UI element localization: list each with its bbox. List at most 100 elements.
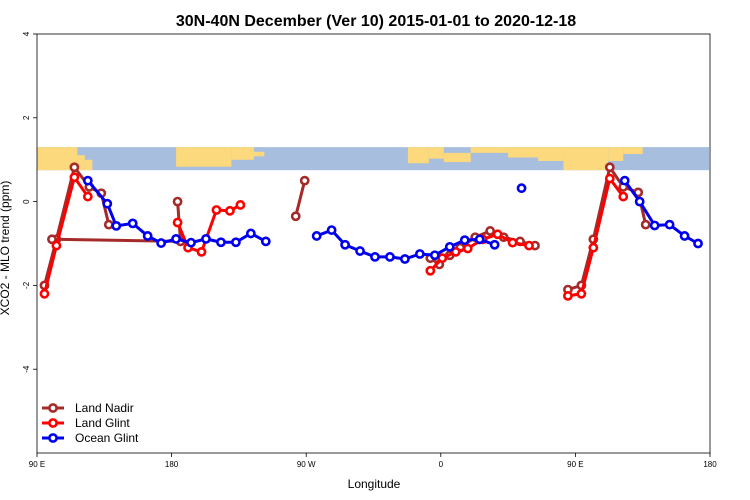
map-land-14 xyxy=(623,147,643,155)
series-layer xyxy=(39,162,703,301)
data-point-1-3-2 xyxy=(588,242,599,253)
map-land-2 xyxy=(84,159,93,171)
chart-title: 30N-40N December (Ver 10) 2015-01-01 to … xyxy=(176,13,576,30)
data-point-1-1-0 xyxy=(172,217,183,228)
legend-label-1: Land Glint xyxy=(75,416,130,430)
data-point-2-1-11 xyxy=(474,234,485,245)
y-axis: -4 -2 0 2 4 xyxy=(22,31,37,373)
x-axis: 90 E 180 90 W 0 90 E 180 xyxy=(29,453,717,469)
data-point-2-0-3 xyxy=(127,218,138,229)
data-point-2-1-0 xyxy=(311,231,322,241)
series-land-nadir xyxy=(39,162,651,295)
data-point-1-2-3 xyxy=(462,243,473,254)
x-axis-label: Longitude xyxy=(348,477,401,491)
data-point-0-4-3 xyxy=(604,162,615,173)
data-point-1-0-0 xyxy=(39,288,50,299)
data-point-2-1-12 xyxy=(489,239,500,250)
data-point-2-0-1 xyxy=(102,198,113,209)
data-point-2-3-3 xyxy=(664,219,675,230)
series-line-1-0 xyxy=(43,175,90,295)
data-point-0-4-6 xyxy=(640,219,651,230)
map-land-10 xyxy=(508,147,539,158)
map-land-1 xyxy=(77,155,85,171)
data-point-2-0-5 xyxy=(156,238,167,248)
x-tick-label-3: 0 xyxy=(439,460,444,469)
y-tick-label-4: 4 xyxy=(22,31,31,36)
data-point-2-0-7 xyxy=(186,237,196,248)
data-point-1-2-7 xyxy=(524,240,534,251)
data-point-2-0-9 xyxy=(216,237,226,248)
map-land-13 xyxy=(608,147,624,161)
y-tick-label-3: 2 xyxy=(22,115,31,120)
data-point-1-2-5 xyxy=(492,229,503,240)
y-axis-label: XCO2 - MLO trend (ppm) xyxy=(0,181,12,316)
data-point-2-1-1 xyxy=(326,225,337,235)
data-point-1-1-3 xyxy=(211,205,222,215)
data-point-1-1-2 xyxy=(196,246,207,257)
data-point-2-1-8 xyxy=(429,250,440,261)
map-land-8 xyxy=(443,152,471,163)
map-land-6 xyxy=(407,147,429,164)
y-tick-label-2: 0 xyxy=(22,199,31,204)
data-point-2-1-6 xyxy=(400,254,410,264)
data-point-2-3-4 xyxy=(679,231,690,241)
data-point-1-1-4 xyxy=(225,205,235,216)
data-point-2-1-10 xyxy=(459,235,470,246)
data-point-2-3-0 xyxy=(619,175,630,186)
data-point-2-0-10 xyxy=(231,237,241,248)
data-point-0-1-0 xyxy=(172,196,183,207)
data-point-2-0-4 xyxy=(142,231,153,241)
x-tick-label-4: 90 E xyxy=(567,460,583,469)
data-point-2-1-9 xyxy=(444,241,455,252)
data-point-1-2-2 xyxy=(450,246,461,257)
world-map-band xyxy=(37,147,709,171)
legend-marker-1 xyxy=(48,418,58,428)
series-ocean-glint xyxy=(82,175,703,264)
data-point-2-1-2 xyxy=(340,239,350,250)
data-point-2-0-12 xyxy=(260,236,271,247)
legend-marker-2 xyxy=(48,433,58,443)
legend-label-2: Ocean Glint xyxy=(75,431,139,445)
map-land-5 xyxy=(253,151,265,157)
series-line-0-0 xyxy=(43,165,111,286)
data-point-1-3-0 xyxy=(563,290,573,301)
data-point-1-2-6 xyxy=(507,237,518,248)
data-point-0-0-2 xyxy=(69,162,80,173)
data-point-2-1-5 xyxy=(385,252,395,262)
data-point-2-1-7 xyxy=(414,249,425,259)
data-point-2-3-5 xyxy=(693,238,703,249)
data-point-1-0-2 xyxy=(69,172,80,183)
data-point-2-3-2 xyxy=(649,220,660,231)
map-land-3 xyxy=(176,147,232,167)
data-point-1-0-3 xyxy=(82,191,93,202)
data-point-2-1-4 xyxy=(370,252,380,262)
map-land-11 xyxy=(538,147,564,161)
map-land-0 xyxy=(37,147,78,171)
series-line-2-0 xyxy=(86,179,267,245)
x-tick-label-5: 180 xyxy=(703,460,717,469)
data-point-1-0-1 xyxy=(51,240,62,251)
data-point-1-1-5 xyxy=(235,200,246,210)
data-point-0-3-5 xyxy=(485,226,496,236)
data-point-2-0-11 xyxy=(245,228,256,239)
map-land-7 xyxy=(428,147,444,159)
data-point-0-2-0 xyxy=(290,211,301,222)
map-land-9 xyxy=(470,147,509,153)
data-point-2-0-0 xyxy=(82,175,93,186)
data-point-0-0-5 xyxy=(103,219,114,230)
x-tick-label-2: 90 W xyxy=(297,460,316,469)
data-point-0-2-1 xyxy=(299,175,310,186)
data-point-2-2-0 xyxy=(516,183,527,194)
legend-label-0: Land Nadir xyxy=(75,401,134,415)
plot-frame xyxy=(36,33,711,454)
data-point-2-3-1 xyxy=(634,196,645,207)
data-point-1-2-1 xyxy=(437,253,448,264)
series-line-0-2 xyxy=(294,180,307,217)
data-point-1-3-3 xyxy=(604,173,615,184)
x-tick-label-1: 180 xyxy=(165,460,179,469)
data-point-2-0-8 xyxy=(201,233,211,244)
data-point-1-3-4 xyxy=(618,191,629,202)
data-point-1-2-0 xyxy=(425,265,436,276)
